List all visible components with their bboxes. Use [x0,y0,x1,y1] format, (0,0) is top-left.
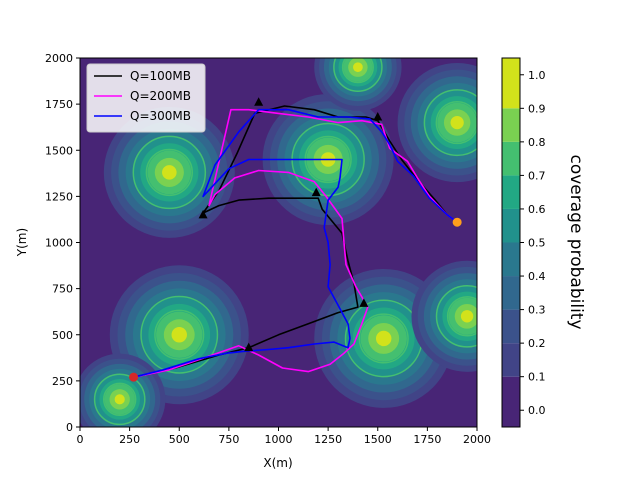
series-line-3 [133,108,458,378]
coverage-ring [145,148,194,197]
coverage-ring [435,100,477,145]
colorbar-level [502,108,520,142]
x-tick-label: 1000 [265,433,293,446]
y-axis-label: Y(m) [15,228,29,257]
x-tick-label: 250 [119,433,140,446]
colorbar-level [502,276,520,310]
coverage-ring [446,296,477,337]
coverage-ring [132,135,207,210]
plot-area [80,58,477,427]
y-tick-label: 1750 [45,98,73,111]
colorbar-tick-label: 0.2 [528,337,546,350]
coverage-ring [93,373,146,426]
y-tick-label: 500 [52,329,73,342]
x-tick-label: 0 [77,433,84,446]
legend-box [86,63,206,133]
coverage-ring [154,309,205,360]
base-station-marker [359,298,369,307]
coverage-band [162,165,177,180]
colorbar-level [502,58,520,109]
base-station-marker [311,187,321,197]
colorbar-tick-label: 0.7 [528,169,546,182]
y-tick-label: 0 [66,421,73,434]
base-station-marker [373,112,383,121]
base-station-marker [198,209,208,219]
base-stations [198,97,383,352]
colorbar-tick-label: 0.4 [528,270,546,283]
colorbar-level [502,343,520,377]
y-tick-label: 1000 [45,237,73,250]
x-tick-label: 1750 [413,433,441,446]
colorbar-swatches [502,58,520,427]
coverage-band [450,115,464,130]
coverage-band [171,327,187,343]
series-line-2 [133,108,458,378]
coverage-ring [102,382,137,417]
colorbar-tick-label: 0.0 [528,404,546,417]
colorbar-level [502,376,520,427]
colorbar-level [502,175,520,209]
coverage-ring [358,313,409,364]
x-tick-label: 1500 [364,433,392,446]
coverage-band [353,62,363,73]
legend: Q=100MB Q=200MB Q=300MB [86,63,206,133]
x-axis-label: X(m) [263,456,292,470]
coverage-ring [140,295,219,374]
colorbar-level [502,242,520,277]
endpoints [129,217,462,382]
series-line-1 [133,105,458,378]
x-tick-label: 750 [218,433,239,446]
colorbar-tick-label: 0.1 [528,371,546,384]
legend-label: Q=300MB [130,109,191,123]
y-tick-label: 750 [52,283,73,296]
colorbar-tick-label: 0.9 [528,102,546,115]
x-tick-label: 500 [169,433,190,446]
legend-label: Q=100MB [130,69,191,83]
y-axis-ticks: 0 250 500 750 1000 1250 1500 1750 2000 [45,52,80,434]
colorbar-tick-label: 1.0 [528,69,546,82]
colorbar-ticks: 0.0 0.1 0.2 0.3 0.4 0.5 0.6 0.7 0.8 0.9 1.0 [520,69,546,417]
coverage-heatmap [80,58,477,427]
coverage-band [375,330,392,347]
base-station-marker [244,342,254,352]
coverage-ring [423,89,477,157]
legend-label: Q=200MB [130,89,191,103]
end-point-marker [452,217,462,227]
colorbar-level [502,208,520,243]
y-tick-label: 1500 [45,144,73,157]
start-point-marker [129,372,139,382]
coverage-ring [435,284,477,348]
x-axis-ticks: 0 250 500 750 1000 1250 1500 1750 2000 [77,427,491,446]
coverage-band [460,310,474,323]
x-tick-label: 1250 [314,433,342,446]
colorbar-level [502,309,520,344]
y-tick-label: 2000 [45,52,73,65]
colorbar: 0.0 0.1 0.2 0.3 0.4 0.5 0.6 0.7 0.8 0.9 1.0 covera… [501,57,586,428]
y-tick-label: 250 [52,375,73,388]
base-station-marker [254,97,264,106]
coverage-ring [333,58,383,92]
trajectory-series [133,105,458,378]
coverage-ring [341,58,374,84]
colorbar-tick-label: 0.5 [528,237,546,250]
colorbar-tick-label: 0.3 [528,304,546,317]
colorbar-label: coverage probability [566,154,586,329]
y-tick-label: 1250 [45,190,73,203]
colorbar-level [502,141,520,176]
colorbar-tick-label: 0.8 [528,136,546,149]
colorbar-tick-label: 0.6 [528,203,546,216]
x-tick-label: 2000 [463,433,491,446]
coverage-band [114,394,125,405]
